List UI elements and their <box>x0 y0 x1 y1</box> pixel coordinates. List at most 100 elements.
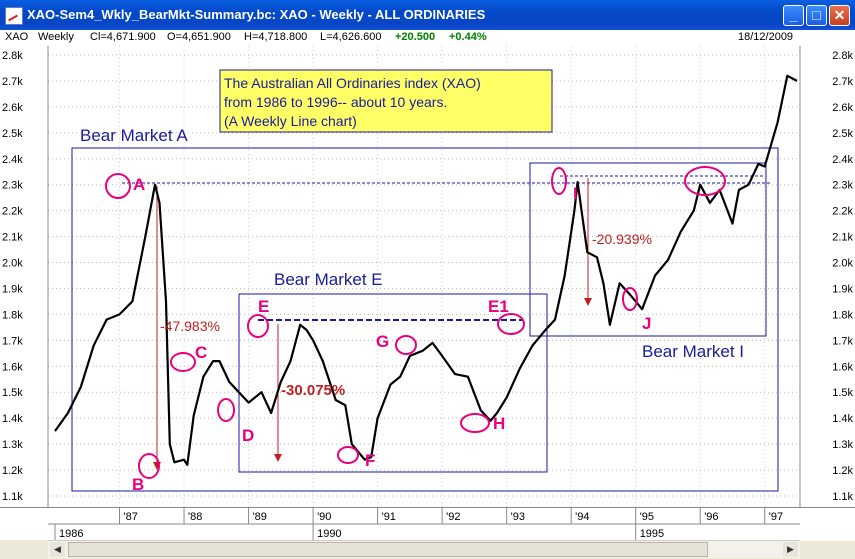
y-tick-label-right: 2.0k <box>832 258 853 270</box>
y-tick-label-left: 1.2k <box>2 465 23 477</box>
y-tick-label-right: 2.5k <box>832 128 853 140</box>
price-chart[interactable]: 1.1k 1.1k 1.2k 1.2k 1.3k 1.3k 1.4k 1.4k 1.5k 1.5k… <box>0 46 855 507</box>
y-tick-label-left: 2.3k <box>2 180 23 192</box>
y-tick-label-left: 1.4k <box>2 413 23 425</box>
x-tick-label: '97 <box>769 511 783 523</box>
x-tick-label: '87 <box>124 511 138 523</box>
y-tick-label-right: 1.7k <box>832 335 853 347</box>
y-tick-label-left: 1.6k <box>2 361 23 373</box>
y-tick-label-left: 2.8k <box>2 50 23 62</box>
x-major-label: 1990 <box>317 528 341 540</box>
horizontal-scrollbar[interactable]: ◀ ▶ <box>48 540 800 558</box>
bear-market-a-box <box>71 147 779 492</box>
y-axis-ticks: 1.1k 1.1k 1.2k 1.2k 1.3k 1.3k 1.4k 1.4k 1.5k 1.5k… <box>2 50 853 503</box>
y-tick-label-left: 1.3k <box>2 439 23 451</box>
y-tick-label-right: 2.8k <box>832 50 853 62</box>
circle-f <box>337 446 359 464</box>
y-tick-label-right: 2.7k <box>832 76 853 88</box>
minimize-icon: _ <box>789 7 798 23</box>
label-e: E <box>258 297 269 316</box>
x-tick-label: '96 <box>704 511 718 523</box>
symbol-label: XAO <box>5 31 29 43</box>
y-tick-label-right: 1.2k <box>832 465 853 477</box>
x-tick-label: '92 <box>446 511 460 523</box>
circle-e <box>247 314 269 338</box>
callout-line-1: The Australian All Ordinaries index (XAO… <box>224 75 481 91</box>
x-tick-label: '93 <box>511 511 525 523</box>
x-major-label: 1986 <box>59 528 83 540</box>
y-tick-label-right: 1.4k <box>832 413 853 425</box>
close-value: Cl=4,671.900 <box>90 31 156 43</box>
bear-market-e-title: Bear Market E <box>274 270 383 289</box>
y-tick-label-left: 2.6k <box>2 102 23 114</box>
chart-panel[interactable]: 1.1k 1.1k 1.2k 1.2k 1.3k 1.3k 1.4k 1.4k 1.5k 1.5k… <box>0 46 855 507</box>
circle-a <box>105 173 131 199</box>
y-tick-label-left: 2.2k <box>2 206 23 218</box>
point-labels: A B C D E F G H E1 I J <box>132 175 651 494</box>
y-tick-label-right: 2.3k <box>832 180 853 192</box>
y-tick-label-left: 2.0k <box>2 258 23 270</box>
y-tick-label-left: 1.1k <box>2 491 23 503</box>
circle-g <box>395 335 417 355</box>
y-tick-label-left: 1.9k <box>2 283 23 295</box>
open-value: O=4,651.900 <box>167 31 231 43</box>
drop-i-arrowhead <box>584 298 592 306</box>
callout-line-2: from 1986 to 1996-- about 10 years. <box>224 94 447 110</box>
annotation-circles <box>105 166 726 479</box>
maximize-icon: □ <box>812 7 821 23</box>
quote-infobar: XAO Weekly Cl=4,671.900 O=4,651.900 H=4,… <box>0 30 855 46</box>
x-tick-label: '88 <box>188 511 202 523</box>
close-button[interactable]: ✕ <box>829 5 850 26</box>
scroll-left-icon[interactable]: ◀ <box>50 542 65 557</box>
y-tick-label-left: 1.7k <box>2 335 23 347</box>
change-pct-value: +0.44% <box>449 31 487 43</box>
label-g: G <box>376 332 389 351</box>
y-tick-label-right: 2.2k <box>832 206 853 218</box>
circle-i <box>551 167 567 195</box>
maximize-button[interactable]: □ <box>806 5 827 26</box>
y-tick-label-left: 2.7k <box>2 76 23 88</box>
drop-e-label: -30.075% <box>281 382 345 399</box>
corner-panel <box>0 540 48 559</box>
label-a: A <box>133 175 145 194</box>
drop-i-label: -20.939% <box>592 231 652 247</box>
y-tick-label-right: 1.6k <box>832 361 853 373</box>
circle-j <box>622 287 638 311</box>
circle-top-96 <box>684 166 726 196</box>
label-f: F <box>365 451 375 470</box>
y-tick-label-left: 1.5k <box>2 387 23 399</box>
y-tick-label-left: 1.8k <box>2 309 23 321</box>
drop-e-arrowhead <box>274 454 282 462</box>
y-tick-label-right: 1.1k <box>832 491 853 503</box>
circle-e1 <box>497 313 525 335</box>
date-label: 18/12/2009 <box>738 31 794 43</box>
high-value: H=4,718.800 <box>244 31 308 43</box>
x-tick-label: '89 <box>253 511 267 523</box>
circle-c <box>170 352 196 372</box>
y-tick-label-left: 2.5k <box>2 128 23 140</box>
label-j: J <box>642 314 651 333</box>
info-callout <box>219 69 553 133</box>
circle-d <box>217 398 235 422</box>
window-titlebar: XAO-Sem4_Wkly_BearMkt-Summary.bc: XAO - … <box>0 0 855 30</box>
circle-b <box>138 453 160 479</box>
x-axis: '87 '88 '89 '90 '91 '92 '93 '94 '95 '96 '97 1986 199… <box>48 508 800 541</box>
y-tick-label-right: 1.8k <box>832 309 853 321</box>
label-e1: E1 <box>488 297 509 316</box>
label-c: C <box>195 343 207 362</box>
xao-price-series <box>54 74 798 466</box>
x-tick-label: '94 <box>575 511 589 523</box>
x-major-label: 1995 <box>640 528 664 540</box>
y-tick-label-right: 2.6k <box>832 102 853 114</box>
period-label: Weekly <box>38 31 74 43</box>
x-tick-label: '90 <box>317 511 331 523</box>
callout-line-3: (A Weekly Line chart) <box>224 113 357 129</box>
x-axis-area: '87 '88 '89 '90 '91 '92 '93 '94 '95 '96 '97 1986 199… <box>0 507 855 541</box>
circle-h <box>460 413 490 433</box>
scroll-thumb[interactable] <box>68 542 708 557</box>
low-value: L=4,626.600 <box>320 31 382 43</box>
label-h: H <box>493 414 505 433</box>
minimize-button[interactable]: _ <box>783 5 804 26</box>
label-d: D <box>242 426 254 445</box>
scroll-right-icon[interactable]: ▶ <box>783 542 798 557</box>
